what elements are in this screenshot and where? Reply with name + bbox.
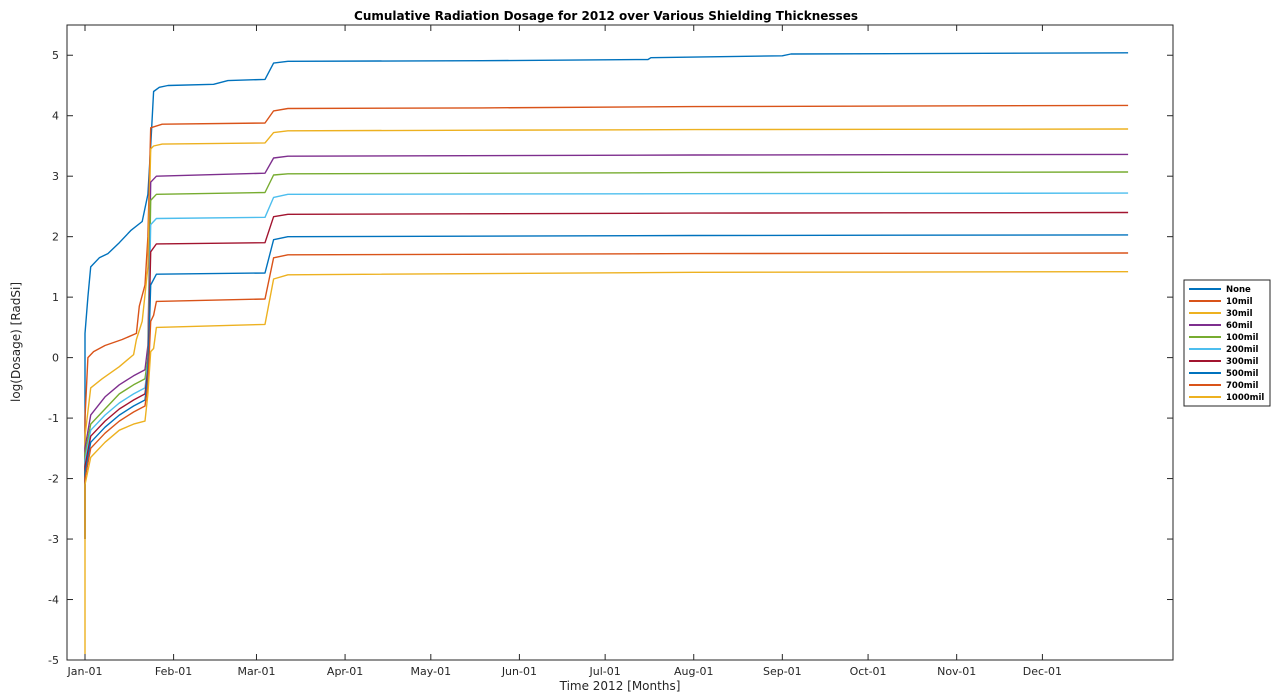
y-tick-label: -4 — [48, 594, 59, 607]
x-tick-label: Oct-01 — [850, 665, 887, 678]
y-tick-label: 0 — [52, 352, 59, 365]
legend-label-30mil: 30mil — [1226, 309, 1253, 319]
legend-label-60mil: 60mil — [1226, 321, 1253, 331]
legend-label-10mil: 10mil — [1226, 297, 1253, 307]
y-axis: -5 -4 -3 -2 -1 0 1 2 3 4 5 — [48, 49, 1173, 667]
series-line-700mil — [84, 252, 1129, 539]
legend-label-500mil: 500mil — [1226, 369, 1259, 379]
x-tick-label: Jan-01 — [67, 665, 103, 678]
series-line-1000mil — [84, 271, 1129, 654]
x-axis: Jan-01 Feb-01 Mar-01 Apr-01 May-01 Jun-01 Jul-… — [67, 25, 1062, 678]
legend: None 10mil 30mil 60mil 100mil 200mil 300mil 500… — [1183, 279, 1271, 407]
series-lines — [84, 52, 1129, 654]
y-tick-label: 2 — [52, 231, 59, 244]
y-axis-label: log(Dosage) [RadSi] — [9, 282, 23, 402]
x-tick-label: Jun-01 — [501, 665, 537, 678]
x-tick-label: Nov-01 — [937, 665, 976, 678]
x-tick-label: Feb-01 — [155, 665, 192, 678]
x-tick-label: May-01 — [411, 665, 452, 678]
x-tick-label: Apr-01 — [327, 665, 363, 678]
y-tick-label: 1 — [52, 291, 59, 304]
y-tick-label: 3 — [52, 170, 59, 183]
legend-label-1000mil: 1000mil — [1226, 393, 1264, 403]
legend-label-200mil: 200mil — [1226, 345, 1259, 355]
y-tick-label: -2 — [48, 473, 59, 486]
legend-label-100mil: 100mil — [1226, 333, 1259, 343]
y-tick-label: 5 — [52, 49, 59, 62]
y-tick-label: -5 — [48, 654, 59, 667]
y-tick-label: -1 — [48, 412, 59, 425]
x-tick-label: Jul-01 — [589, 665, 621, 678]
x-tick-label: Aug-01 — [674, 665, 713, 678]
legend-label-300mil: 300mil — [1226, 357, 1259, 367]
x-tick-label: Dec-01 — [1023, 665, 1062, 678]
x-tick-label: Mar-01 — [237, 665, 275, 678]
series-line-30mil — [84, 128, 1129, 539]
x-axis-label: Time 2012 [Months] — [559, 679, 681, 693]
chart-title: Cumulative Radiation Dosage for 2012 ove… — [354, 9, 858, 23]
series-line-10mil — [84, 104, 1129, 527]
legend-label-None: None — [1226, 285, 1251, 295]
x-tick-label: Sep-01 — [763, 665, 802, 678]
plot-area — [66, 24, 1174, 661]
y-tick-label: 4 — [52, 110, 59, 123]
series-line-None — [84, 52, 1129, 539]
legend-label-700mil: 700mil — [1226, 381, 1259, 391]
y-tick-label: -3 — [48, 533, 59, 546]
